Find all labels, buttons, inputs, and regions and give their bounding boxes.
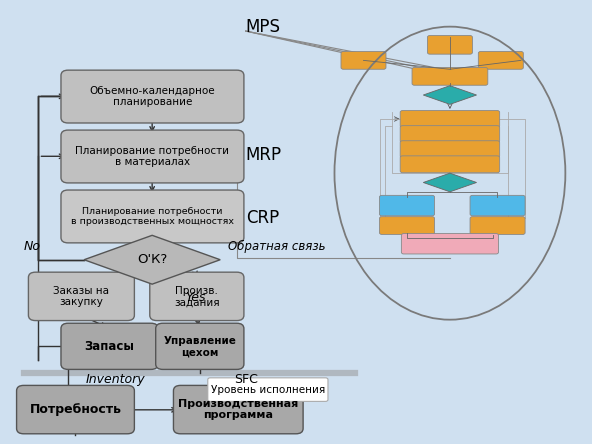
FancyBboxPatch shape <box>412 67 488 85</box>
Text: Обратная связь: Обратная связь <box>228 240 326 253</box>
Text: Планирование потребности
в производственных мощностях: Планирование потребности в производствен… <box>71 207 234 226</box>
FancyBboxPatch shape <box>61 130 244 183</box>
Text: Объемно-календарное
планирование: Объемно-календарное планирование <box>89 86 215 107</box>
FancyBboxPatch shape <box>400 156 500 173</box>
Polygon shape <box>84 235 220 284</box>
FancyBboxPatch shape <box>427 36 472 54</box>
Text: Планирование потребности
в материалах: Планирование потребности в материалах <box>75 146 230 167</box>
FancyBboxPatch shape <box>470 195 525 216</box>
Polygon shape <box>423 86 477 104</box>
Text: CRP: CRP <box>246 209 279 226</box>
FancyBboxPatch shape <box>379 217 435 234</box>
Text: Производственная
программа: Производственная программа <box>178 399 298 420</box>
Text: Управление
цехом: Управление цехом <box>163 336 236 357</box>
FancyBboxPatch shape <box>341 52 386 69</box>
FancyBboxPatch shape <box>400 141 500 158</box>
FancyBboxPatch shape <box>61 323 158 369</box>
FancyBboxPatch shape <box>17 385 134 434</box>
FancyBboxPatch shape <box>379 195 435 216</box>
Text: Потребность: Потребность <box>30 403 121 416</box>
Text: Заказы на
закупку: Заказы на закупку <box>53 285 110 307</box>
FancyBboxPatch shape <box>156 323 244 369</box>
FancyBboxPatch shape <box>400 126 500 143</box>
Text: Yes: Yes <box>185 291 205 304</box>
FancyBboxPatch shape <box>400 111 500 127</box>
Text: Уровень исполнения: Уровень исполнения <box>211 385 325 395</box>
FancyBboxPatch shape <box>150 272 244 321</box>
FancyBboxPatch shape <box>173 385 303 434</box>
Text: Inventory: Inventory <box>86 373 145 386</box>
FancyBboxPatch shape <box>61 70 244 123</box>
Text: MPS: MPS <box>246 18 281 36</box>
Text: Произв.
задания: Произв. задания <box>174 285 220 307</box>
Polygon shape <box>423 173 477 192</box>
Text: Запасы: Запасы <box>85 340 134 353</box>
Text: SFC: SFC <box>234 373 258 386</box>
FancyBboxPatch shape <box>470 217 525 234</box>
Text: MRP: MRP <box>246 147 282 164</box>
FancyBboxPatch shape <box>28 272 134 321</box>
FancyBboxPatch shape <box>208 378 328 401</box>
Text: No: No <box>24 240 41 253</box>
FancyBboxPatch shape <box>61 190 244 243</box>
FancyBboxPatch shape <box>401 234 498 254</box>
FancyBboxPatch shape <box>478 52 523 69</box>
Text: О'К?: О'К? <box>137 253 168 266</box>
